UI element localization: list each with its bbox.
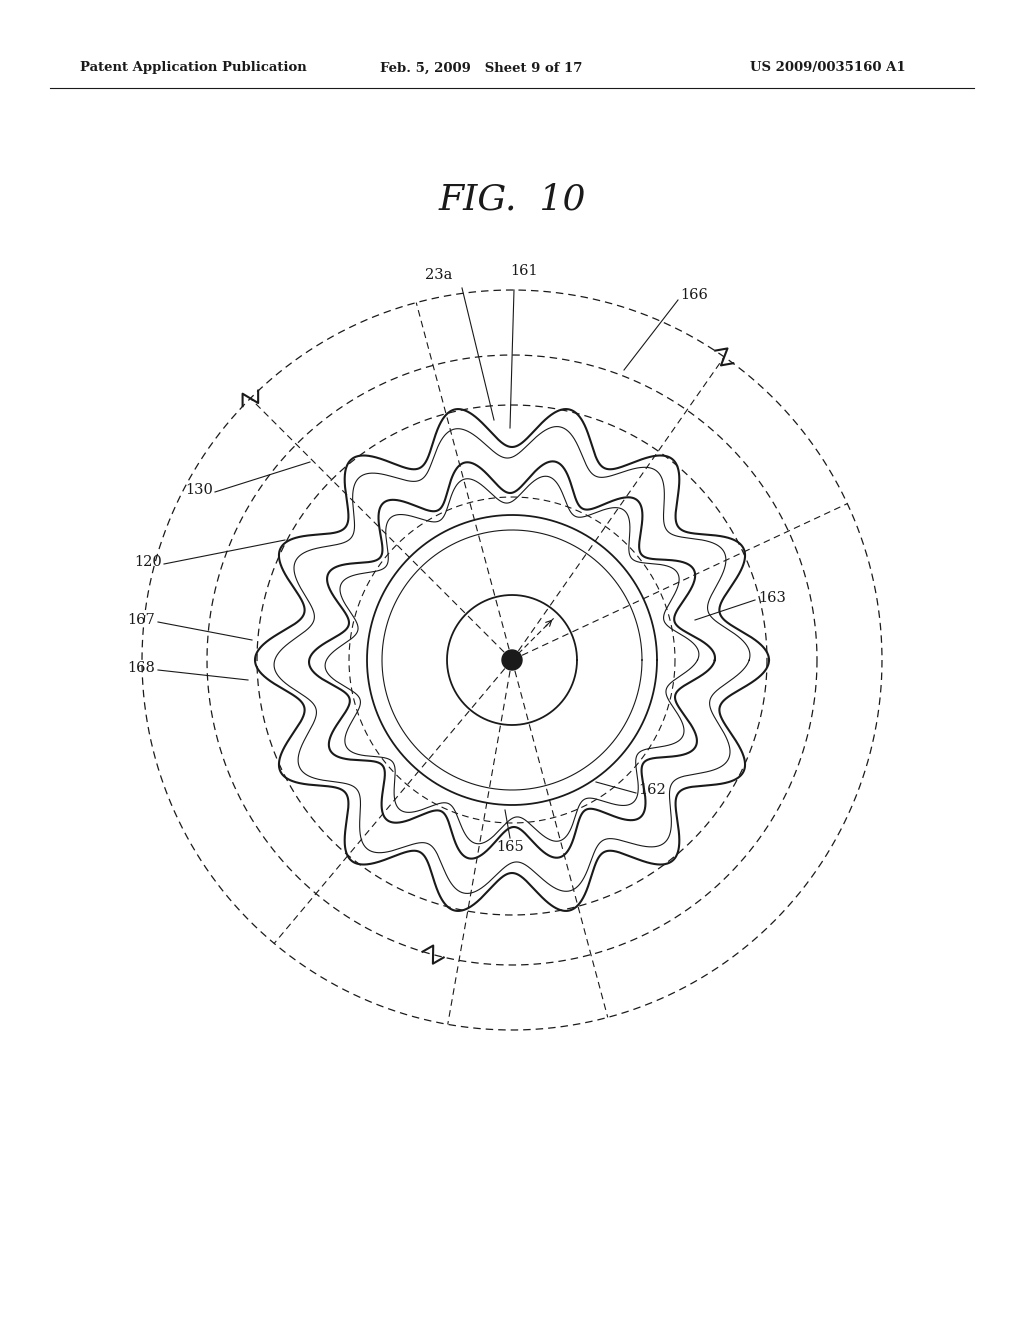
Text: 167: 167 bbox=[127, 612, 155, 627]
Text: 161: 161 bbox=[510, 264, 538, 279]
Text: FIG.  10: FIG. 10 bbox=[438, 183, 586, 216]
Text: 120: 120 bbox=[134, 554, 162, 569]
Text: Feb. 5, 2009   Sheet 9 of 17: Feb. 5, 2009 Sheet 9 of 17 bbox=[380, 62, 583, 74]
Text: 23a: 23a bbox=[425, 268, 452, 282]
Text: 162: 162 bbox=[638, 783, 666, 797]
Text: US 2009/0035160 A1: US 2009/0035160 A1 bbox=[750, 62, 905, 74]
Text: 166: 166 bbox=[680, 288, 708, 302]
Text: 168: 168 bbox=[127, 661, 155, 675]
Circle shape bbox=[502, 649, 522, 671]
Text: Patent Application Publication: Patent Application Publication bbox=[80, 62, 307, 74]
Text: 165: 165 bbox=[496, 840, 524, 854]
Text: 163: 163 bbox=[758, 591, 785, 605]
Text: 130: 130 bbox=[185, 483, 213, 498]
